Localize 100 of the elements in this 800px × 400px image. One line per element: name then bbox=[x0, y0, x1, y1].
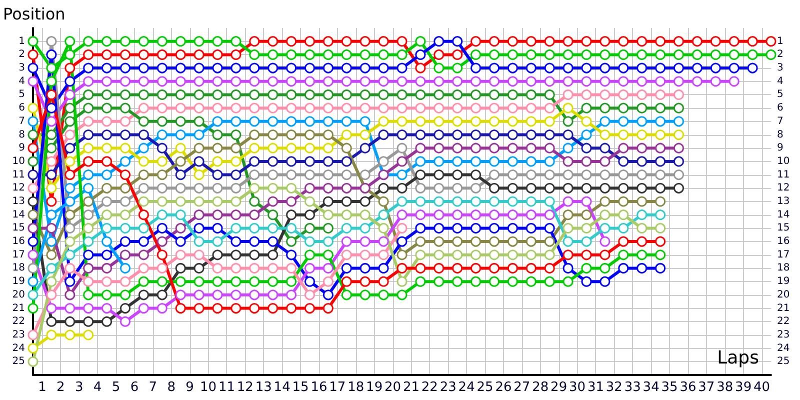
point bbox=[156, 276, 168, 287]
point bbox=[194, 142, 204, 154]
point bbox=[138, 210, 149, 220]
point bbox=[470, 36, 482, 47]
point bbox=[415, 222, 426, 234]
point bbox=[175, 170, 186, 180]
y-tick-label: 16 bbox=[12, 236, 25, 248]
point bbox=[544, 276, 555, 287]
point bbox=[28, 76, 38, 87]
point bbox=[304, 116, 315, 127]
point bbox=[28, 102, 38, 114]
point bbox=[360, 102, 370, 114]
y-tick-label: 22 bbox=[12, 316, 25, 328]
y2-tick-label: 9 bbox=[777, 142, 784, 154]
point bbox=[138, 102, 149, 114]
point bbox=[526, 156, 536, 167]
y-tick-label: 1 bbox=[18, 36, 25, 47]
x-tick-label: 18 bbox=[348, 380, 364, 395]
point bbox=[674, 130, 684, 140]
point bbox=[102, 62, 112, 74]
point bbox=[360, 276, 370, 287]
point bbox=[322, 182, 334, 194]
point bbox=[64, 330, 76, 340]
point bbox=[396, 170, 408, 180]
point bbox=[212, 62, 223, 74]
point bbox=[286, 236, 297, 247]
y2-tick-label: 4 bbox=[777, 76, 784, 87]
point bbox=[120, 36, 130, 47]
point bbox=[674, 170, 684, 180]
point bbox=[194, 76, 204, 87]
point bbox=[286, 36, 297, 47]
y2-tick-label: 3 bbox=[777, 62, 784, 74]
point bbox=[64, 170, 76, 180]
point bbox=[268, 250, 278, 260]
point bbox=[194, 62, 204, 74]
point bbox=[341, 222, 352, 234]
point bbox=[175, 142, 186, 154]
point bbox=[378, 182, 389, 194]
x-tick-label: 2 bbox=[56, 380, 65, 395]
point bbox=[156, 62, 168, 74]
point bbox=[452, 102, 463, 114]
point bbox=[378, 36, 389, 47]
point bbox=[83, 262, 94, 274]
point bbox=[286, 156, 297, 167]
point bbox=[341, 142, 352, 154]
point bbox=[230, 182, 242, 194]
point bbox=[415, 102, 426, 114]
point bbox=[415, 76, 426, 87]
point bbox=[304, 89, 315, 100]
point bbox=[434, 49, 444, 60]
point bbox=[322, 250, 334, 260]
point bbox=[28, 276, 38, 287]
point bbox=[618, 102, 629, 114]
point bbox=[655, 156, 666, 167]
point bbox=[156, 196, 168, 207]
x-tick-label: 33 bbox=[624, 380, 641, 395]
point bbox=[341, 62, 352, 74]
point bbox=[120, 316, 130, 327]
point bbox=[489, 102, 500, 114]
point bbox=[249, 76, 260, 87]
point bbox=[470, 142, 482, 154]
point bbox=[434, 102, 444, 114]
point bbox=[636, 102, 648, 114]
point bbox=[600, 49, 610, 60]
point bbox=[175, 303, 186, 314]
point bbox=[212, 290, 223, 300]
point bbox=[322, 130, 334, 140]
point bbox=[544, 210, 555, 220]
point bbox=[175, 210, 186, 220]
point bbox=[322, 102, 334, 114]
point bbox=[600, 62, 610, 74]
point bbox=[544, 170, 555, 180]
point bbox=[655, 236, 666, 247]
y-tick-label: 19 bbox=[12, 276, 25, 288]
point bbox=[175, 36, 186, 47]
point bbox=[507, 49, 518, 60]
point bbox=[46, 182, 57, 194]
point bbox=[83, 130, 94, 140]
y-tick-label: 8 bbox=[18, 129, 25, 140]
point bbox=[230, 49, 242, 60]
point bbox=[322, 236, 334, 247]
point bbox=[83, 250, 94, 260]
point bbox=[655, 262, 666, 274]
point bbox=[28, 250, 38, 260]
point bbox=[230, 303, 242, 314]
point bbox=[156, 210, 168, 220]
point bbox=[396, 196, 408, 207]
point bbox=[120, 62, 130, 74]
point bbox=[415, 130, 426, 140]
point bbox=[636, 196, 648, 207]
point bbox=[64, 49, 76, 60]
point bbox=[378, 156, 389, 167]
point bbox=[28, 196, 38, 207]
point bbox=[674, 36, 684, 47]
point bbox=[489, 130, 500, 140]
point bbox=[341, 130, 352, 140]
point bbox=[507, 36, 518, 47]
x-tick-label: 26 bbox=[495, 380, 512, 395]
point bbox=[83, 196, 94, 207]
point bbox=[489, 89, 500, 100]
